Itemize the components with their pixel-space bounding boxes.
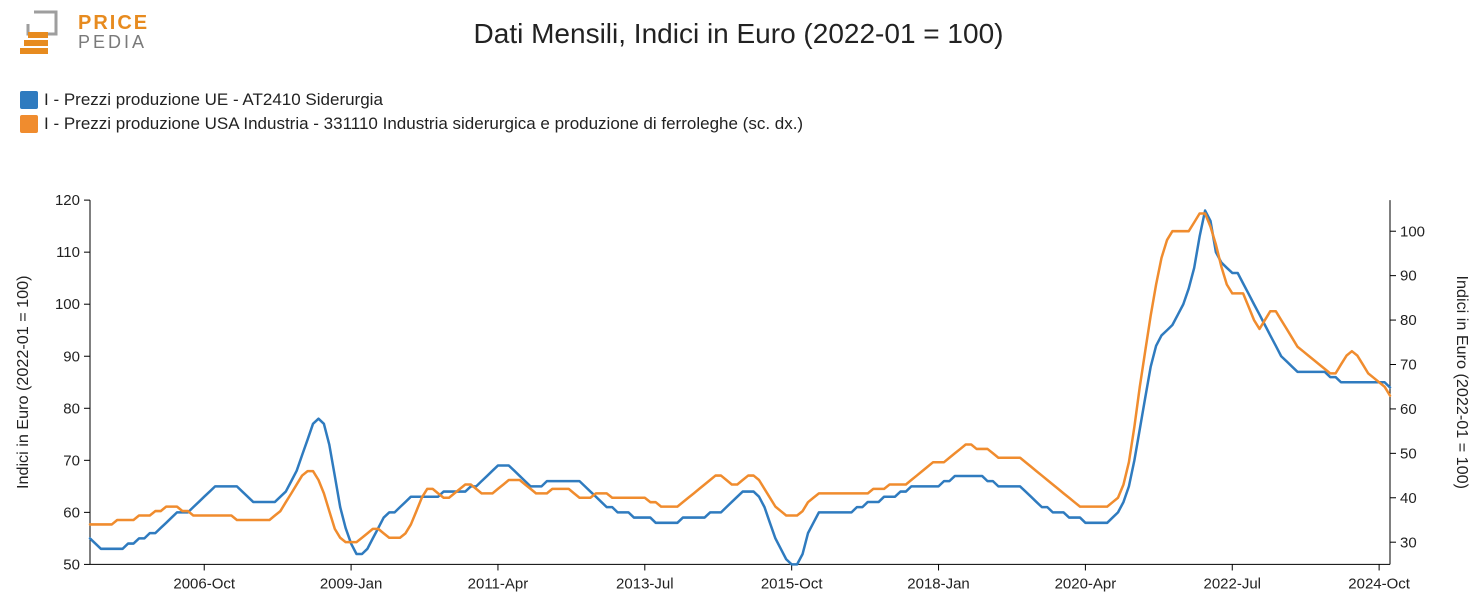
svg-text:2009-Jan: 2009-Jan — [320, 576, 383, 593]
svg-text:2022-Jul: 2022-Jul — [1204, 576, 1262, 593]
svg-text:70: 70 — [63, 452, 80, 469]
chart-area: 50 60 70 80 90 100 110 120 30 40 50 60 70 80 90 100 2006… — [0, 190, 1477, 615]
svg-text:80: 80 — [1400, 312, 1417, 329]
svg-text:2024-Oct: 2024-Oct — [1348, 576, 1410, 593]
svg-text:100: 100 — [1400, 223, 1425, 240]
svg-text:60: 60 — [1400, 401, 1417, 418]
svg-text:60: 60 — [63, 504, 80, 521]
svg-text:2020-Apr: 2020-Apr — [1055, 576, 1117, 593]
svg-text:80: 80 — [63, 400, 80, 417]
svg-text:110: 110 — [56, 244, 80, 261]
svg-text:90: 90 — [1400, 268, 1417, 285]
svg-text:120: 120 — [55, 192, 80, 209]
svg-text:100: 100 — [55, 296, 80, 313]
svg-text:50: 50 — [1400, 445, 1417, 462]
legend-item-ue: I - Prezzi produzione UE - AT2410 Sideru… — [20, 88, 803, 112]
svg-text:2006-Oct: 2006-Oct — [173, 576, 235, 593]
svg-text:70: 70 — [1400, 356, 1417, 373]
svg-text:Indici in Euro (2022-01 = 100): Indici in Euro (2022-01 = 100) — [14, 275, 32, 489]
svg-text:Indici in Euro (2022-01 = 100): Indici in Euro (2022-01 = 100) — [1453, 275, 1471, 489]
svg-text:2015-Oct: 2015-Oct — [761, 576, 823, 593]
legend-item-usa: I - Prezzi produzione USA Industria - 33… — [20, 112, 803, 136]
svg-text:2011-Apr: 2011-Apr — [468, 576, 529, 593]
svg-text:30: 30 — [1400, 534, 1417, 551]
svg-text:50: 50 — [63, 556, 80, 573]
svg-text:40: 40 — [1400, 490, 1417, 507]
chart-svg: 50 60 70 80 90 100 110 120 30 40 50 60 70 80 90 100 2006… — [0, 190, 1477, 615]
legend-swatch-usa — [20, 115, 38, 133]
svg-text:90: 90 — [63, 348, 80, 365]
chart-title: Dati Mensili, Indici in Euro (2022-01 = … — [0, 18, 1477, 50]
legend: I - Prezzi produzione UE - AT2410 Sideru… — [20, 88, 803, 136]
legend-label-usa: I - Prezzi produzione USA Industria - 33… — [44, 112, 803, 136]
svg-text:2018-Jan: 2018-Jan — [907, 576, 970, 593]
svg-text:2013-Jul: 2013-Jul — [616, 576, 674, 593]
legend-label-ue: I - Prezzi produzione UE - AT2410 Sideru… — [44, 88, 383, 112]
legend-swatch-ue — [20, 91, 38, 109]
header: PRICE PEDIA Dati Mensili, Indici in Euro… — [0, 0, 1477, 80]
